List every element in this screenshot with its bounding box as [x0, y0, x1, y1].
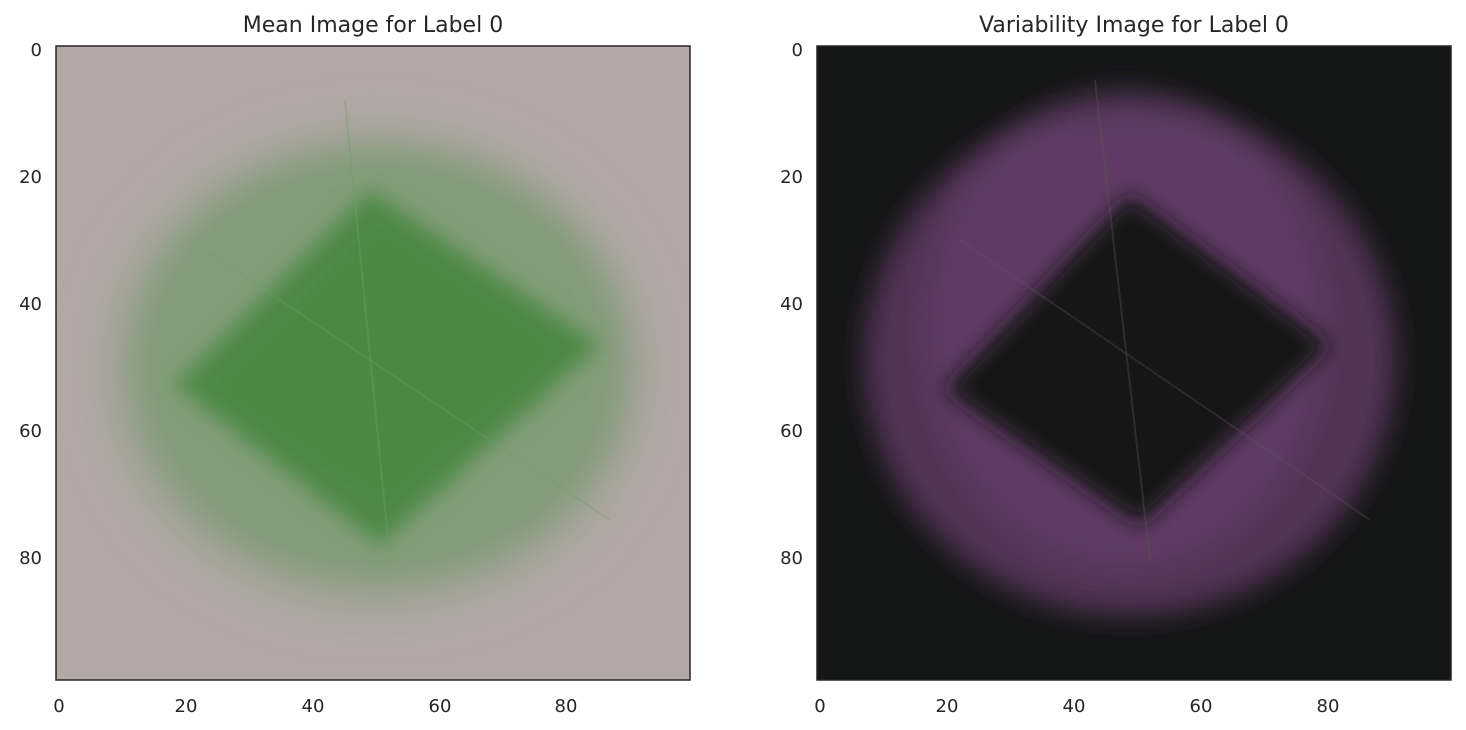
- variability-image-title: Variability Image for Label 0: [979, 13, 1289, 38]
- mean-image: [56, 46, 690, 680]
- variability-image-streak: [959, 239, 1371, 521]
- y-tick-label: 40: [19, 294, 42, 315]
- mean-image-streak: [344, 99, 391, 561]
- x-tick-label: 40: [1063, 696, 1086, 717]
- x-tick-label: 80: [1317, 696, 1340, 717]
- x-tick-label: 40: [302, 696, 325, 717]
- y-tick-label: 40: [780, 294, 803, 315]
- mean-image-y-ticks: 0 20 40 60 80: [19, 40, 42, 569]
- variability-image-y-ticks: 0 20 40 60 80: [780, 40, 803, 569]
- variability-image-frame: [816, 45, 1452, 681]
- mean-image-x-ticks: 0 20 40 60 80: [53, 696, 577, 717]
- mean-image-panel: Mean Image for Label 0 0 20 40 60 80: [19, 13, 691, 717]
- x-tick-label: 0: [814, 696, 825, 717]
- variability-image-core-inner: [985, 240, 1295, 490]
- y-tick-label: 80: [19, 548, 42, 569]
- variability-image: [817, 46, 1451, 680]
- x-tick-label: 80: [555, 696, 578, 717]
- x-tick-label: 60: [1190, 696, 1213, 717]
- y-tick-label: 20: [780, 167, 803, 188]
- y-tick-label: 0: [31, 40, 42, 61]
- y-tick-label: 60: [780, 421, 803, 442]
- variability-image-panel: Variability Image for Label 0 0 20 40 60…: [780, 13, 1452, 717]
- x-tick-label: 0: [53, 696, 64, 717]
- mean-image-core-highlight: [215, 230, 560, 500]
- variability-image-streak: [1094, 79, 1151, 561]
- y-tick-label: 60: [19, 421, 42, 442]
- y-tick-label: 80: [780, 548, 803, 569]
- mean-image-frame: [55, 45, 691, 681]
- mean-image-title: Mean Image for Label 0: [243, 13, 503, 38]
- x-tick-label: 60: [429, 696, 452, 717]
- y-tick-label: 20: [19, 167, 42, 188]
- mean-image-streak: [189, 239, 611, 521]
- y-tick-label: 0: [792, 40, 803, 61]
- x-tick-label: 20: [936, 696, 959, 717]
- variability-image-x-ticks: 0 20 40 60 80: [814, 696, 1339, 717]
- x-tick-label: 20: [175, 696, 198, 717]
